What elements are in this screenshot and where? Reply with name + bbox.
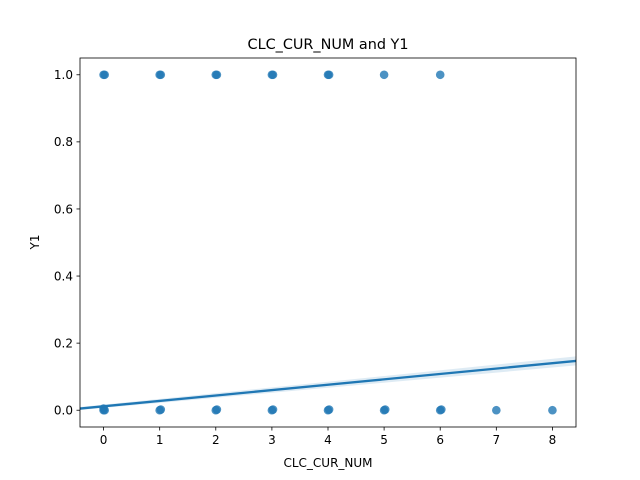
y-tick-label: 0.6 [54, 202, 73, 216]
data-point [548, 405, 557, 415]
y-tick-label: 0.2 [54, 336, 73, 350]
data-point [437, 405, 446, 414]
chart-title: CLC_CUR_NUM and Y1 [248, 37, 409, 53]
y-tick-label: 0.8 [54, 135, 73, 149]
data-point [435, 70, 445, 80]
data-point [324, 405, 334, 414]
x-axis-label: CLC_CUR_NUM [283, 456, 372, 470]
y-tick-label: 0.0 [54, 404, 73, 418]
data-point [100, 70, 109, 80]
x-tick-label: 6 [436, 433, 444, 447]
data-point [156, 70, 166, 80]
x-tick-label: 0 [100, 433, 108, 447]
x-tick-label: 5 [380, 433, 388, 447]
data-point [100, 405, 109, 415]
plot-area [80, 70, 576, 415]
x-tick-label: 8 [549, 433, 557, 447]
data-point [380, 405, 390, 414]
data-point [379, 70, 389, 80]
x-tick-label: 7 [493, 433, 501, 447]
data-point [492, 405, 501, 415]
y-axis-label: Y1 [28, 235, 42, 251]
regression-line [80, 359, 576, 410]
y-tick-label: 1.0 [54, 68, 73, 82]
data-point [324, 70, 334, 80]
data-point [212, 405, 222, 414]
x-axis: 0 1 2 3 4 5 6 7 8 [100, 427, 557, 447]
y-tick-label: 0.4 [54, 269, 73, 283]
x-tick-label: 1 [156, 433, 164, 447]
data-point [156, 405, 166, 414]
x-tick-label: 4 [324, 433, 332, 447]
data-point [212, 70, 222, 80]
y-axis: 0.0 0.2 0.4 0.6 0.8 1.0 [54, 68, 80, 418]
x-tick-label: 3 [268, 433, 276, 447]
data-point [268, 405, 278, 414]
data-point [268, 70, 278, 80]
x-tick-label: 2 [212, 433, 220, 447]
